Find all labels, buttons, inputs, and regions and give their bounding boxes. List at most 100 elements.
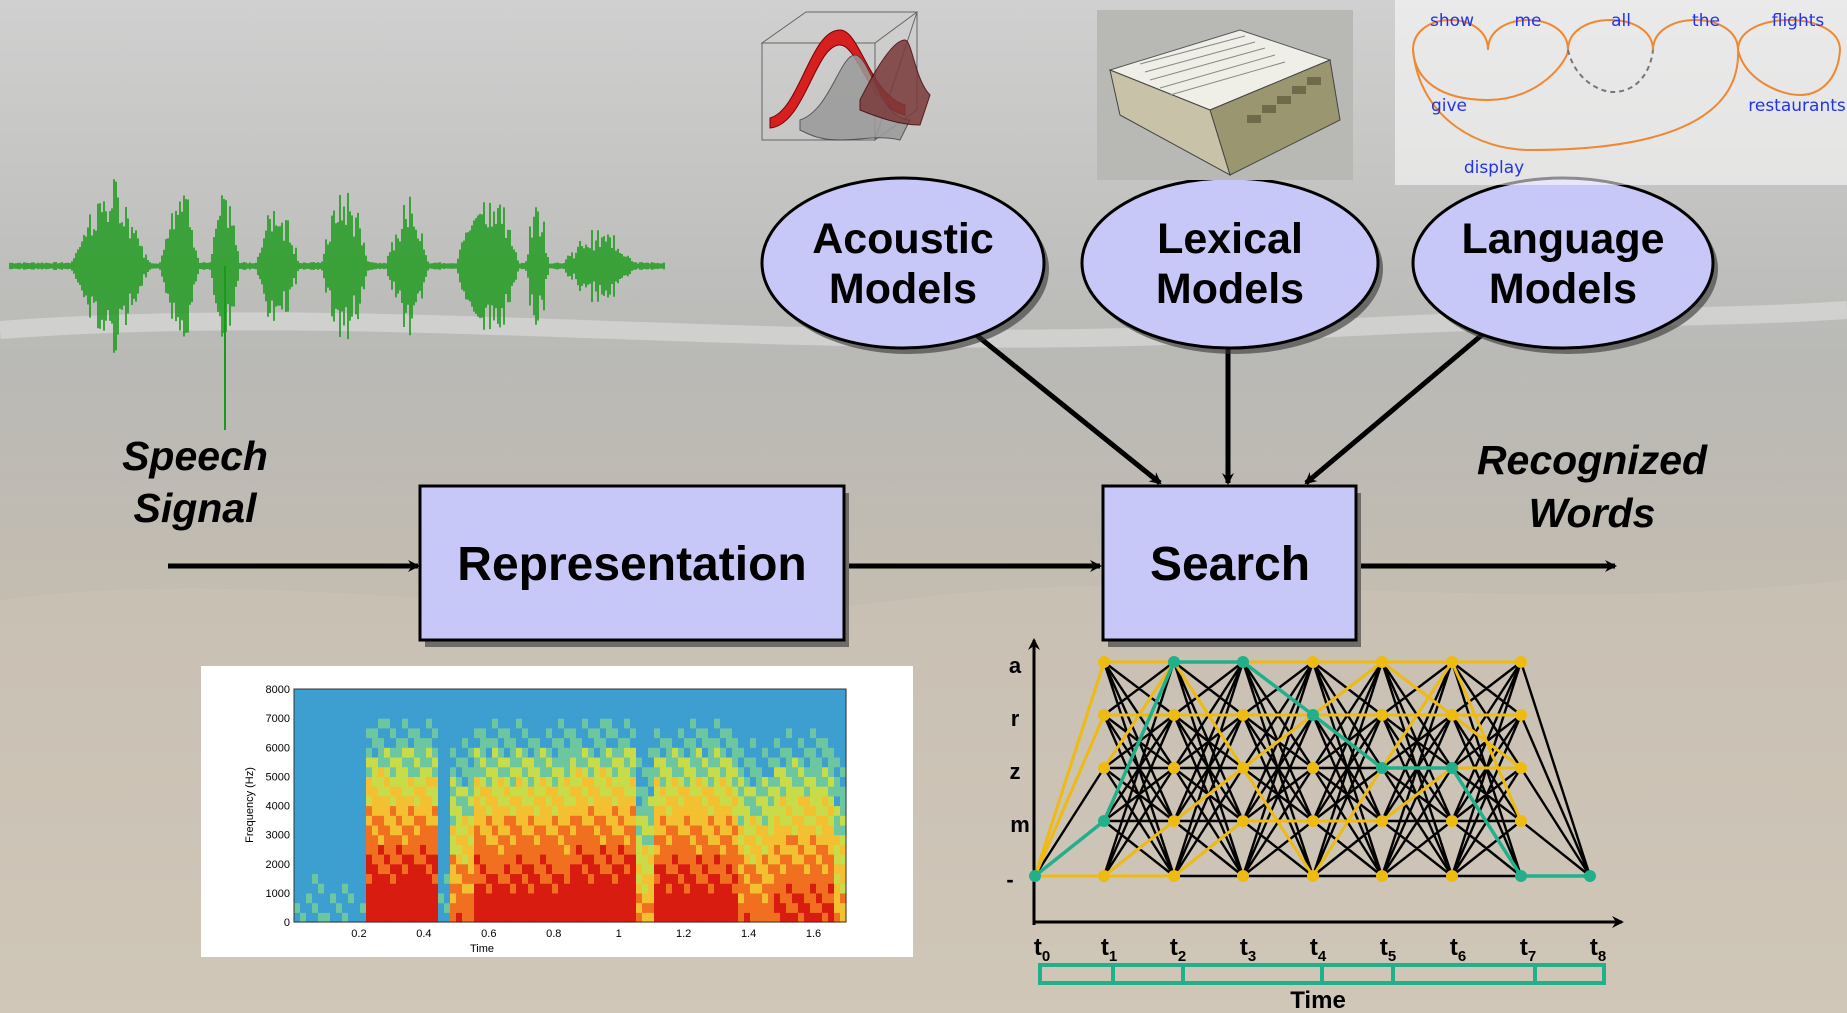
- spectrogram-image: [294, 689, 847, 923]
- lattice-node: [1446, 762, 1458, 774]
- arrow-language-to-search: [1304, 332, 1485, 485]
- spectrogram-xlabel: Time: [470, 943, 494, 955]
- spectrogram-xtick: 0.8: [546, 928, 561, 940]
- recognized-words-label-line2: Words: [1529, 490, 1656, 536]
- lattice-node: [1376, 709, 1388, 721]
- spectrogram-xtick: 0.4: [416, 928, 431, 940]
- lattice-node: [1237, 870, 1249, 882]
- spectrogram-panel: 8000 7000 6000 5000 4000 3000 2000 1000 0 0.2 0.4…: [201, 666, 913, 957]
- lattice-node: [1376, 656, 1388, 668]
- lattice-node: [1515, 815, 1527, 827]
- spectrogram-xtick: 1.2: [676, 928, 691, 940]
- search-box: [1101, 484, 1358, 642]
- dictionary-book-image: [1097, 10, 1353, 180]
- lattice-node: [1168, 815, 1180, 827]
- lattice-node: [1098, 870, 1110, 882]
- lattice-time-t7: t7: [1520, 934, 1536, 965]
- lattice-node: [1515, 870, 1527, 882]
- language-models-line2: Models: [1489, 265, 1637, 313]
- speech-signal-label-line2: Signal: [133, 485, 258, 531]
- lexical-models-line1: Lexical: [1157, 215, 1303, 263]
- representation-label: Representation: [457, 538, 806, 591]
- lattice-node: [1376, 815, 1388, 827]
- lattice-state-m: m: [1010, 812, 1030, 837]
- spectrogram-ytick: 2000: [266, 859, 290, 871]
- spectrogram-ytick: 7000: [266, 713, 290, 725]
- language-model-graph: show me all the flights give display res…: [1395, 0, 1847, 185]
- lattice-state-silence: -: [1006, 867, 1013, 892]
- spectrogram-xtick: 1: [616, 928, 622, 940]
- lattice-time-t1: t1: [1101, 934, 1117, 965]
- lattice-node: [1098, 762, 1110, 774]
- lattice-time-t3: t3: [1240, 934, 1256, 965]
- search-lattice: a r z m - t0 t1 t2 t3 t4 t5 t6 t7 t8 Time: [1006, 638, 1624, 1013]
- speech-signal-label-line1: Speech: [122, 433, 268, 479]
- lattice-node: [1307, 815, 1319, 827]
- lattice-node: [1515, 656, 1527, 668]
- lattice-node: [1307, 709, 1319, 721]
- lm-word-give: give: [1431, 96, 1467, 116]
- spectrogram-ylabel: Frequency (Hz): [244, 767, 256, 843]
- recognized-words-label-line1: Recognized: [1477, 437, 1708, 483]
- lattice-time-t2: t2: [1170, 934, 1186, 965]
- spectrogram-xtick: 0.6: [481, 928, 496, 940]
- lattice-node: [1307, 656, 1319, 668]
- lattice-edges-yellow: [1033, 658, 1523, 879]
- lattice-time-label: Time: [1290, 987, 1346, 1013]
- spectrogram-ytick: 4000: [266, 801, 290, 813]
- speech-waveform: [9, 179, 665, 430]
- spectrogram-ytick: 1000: [266, 888, 290, 900]
- spectrogram-xtick: 1.4: [741, 928, 756, 940]
- search-label: Search: [1150, 538, 1310, 591]
- lattice-time-t6: t6: [1450, 934, 1466, 965]
- lm-word-display: display: [1464, 158, 1524, 178]
- lattice-state-r: r: [1011, 706, 1020, 731]
- spectrogram-xtick: 1.6: [806, 928, 821, 940]
- lattice-node: [1168, 656, 1180, 668]
- lattice-node: [1307, 762, 1319, 774]
- lm-word-show: show: [1430, 11, 1474, 31]
- lattice-time-t0: t0: [1034, 934, 1050, 965]
- lattice-node: [1098, 709, 1110, 721]
- lm-word-all: all: [1611, 11, 1631, 31]
- lattice-node: [1237, 815, 1249, 827]
- lattice-node: [1515, 709, 1527, 721]
- waveform-strokes: [9, 179, 665, 353]
- language-models-oval: Language Models: [1411, 176, 1718, 354]
- arrow-acoustic-to-search: [973, 332, 1162, 485]
- lattice-node: [1168, 762, 1180, 774]
- lattice-node: [1237, 709, 1249, 721]
- lattice-time-t4: t4: [1310, 934, 1327, 965]
- lattice-state-z: z: [1010, 759, 1021, 784]
- lattice-node: [1446, 656, 1458, 668]
- lm-word-the: the: [1692, 11, 1720, 31]
- spectrogram-ytick: 8000: [266, 684, 290, 696]
- lm-word-flights: flights: [1772, 11, 1825, 31]
- lattice-state-a: a: [1009, 653, 1022, 678]
- lattice-node: [1237, 762, 1249, 774]
- lattice-node: [1029, 870, 1041, 882]
- lm-word-restaurants: restaurants: [1748, 96, 1846, 116]
- representation-box: [418, 484, 846, 642]
- lattice-node: [1098, 656, 1110, 668]
- lattice-node: [1446, 870, 1458, 882]
- lattice-node: [1515, 762, 1527, 774]
- spectrogram-xtick: 0.2: [351, 928, 366, 940]
- lattice-node: [1376, 762, 1388, 774]
- spectrogram-ytick: 6000: [266, 742, 290, 754]
- lattice-time-t5: t5: [1380, 934, 1396, 965]
- lattice-node: [1168, 870, 1180, 882]
- spectrogram-ytick: 3000: [266, 830, 290, 842]
- lattice-node: [1307, 870, 1319, 882]
- lexical-models-oval: Lexical Models: [1080, 176, 1383, 354]
- acoustic-models-oval: Acoustic Models: [760, 176, 1049, 354]
- language-models-line1: Language: [1461, 215, 1664, 263]
- lattice-node: [1098, 815, 1110, 827]
- lattice-node: [1168, 709, 1180, 721]
- lattice-time-t8: t8: [1590, 934, 1606, 965]
- spectrogram-ytick: 5000: [266, 771, 290, 783]
- lm-word-me: me: [1514, 11, 1541, 31]
- acoustic-models-line2: Models: [829, 265, 977, 313]
- lattice-node: [1237, 656, 1249, 668]
